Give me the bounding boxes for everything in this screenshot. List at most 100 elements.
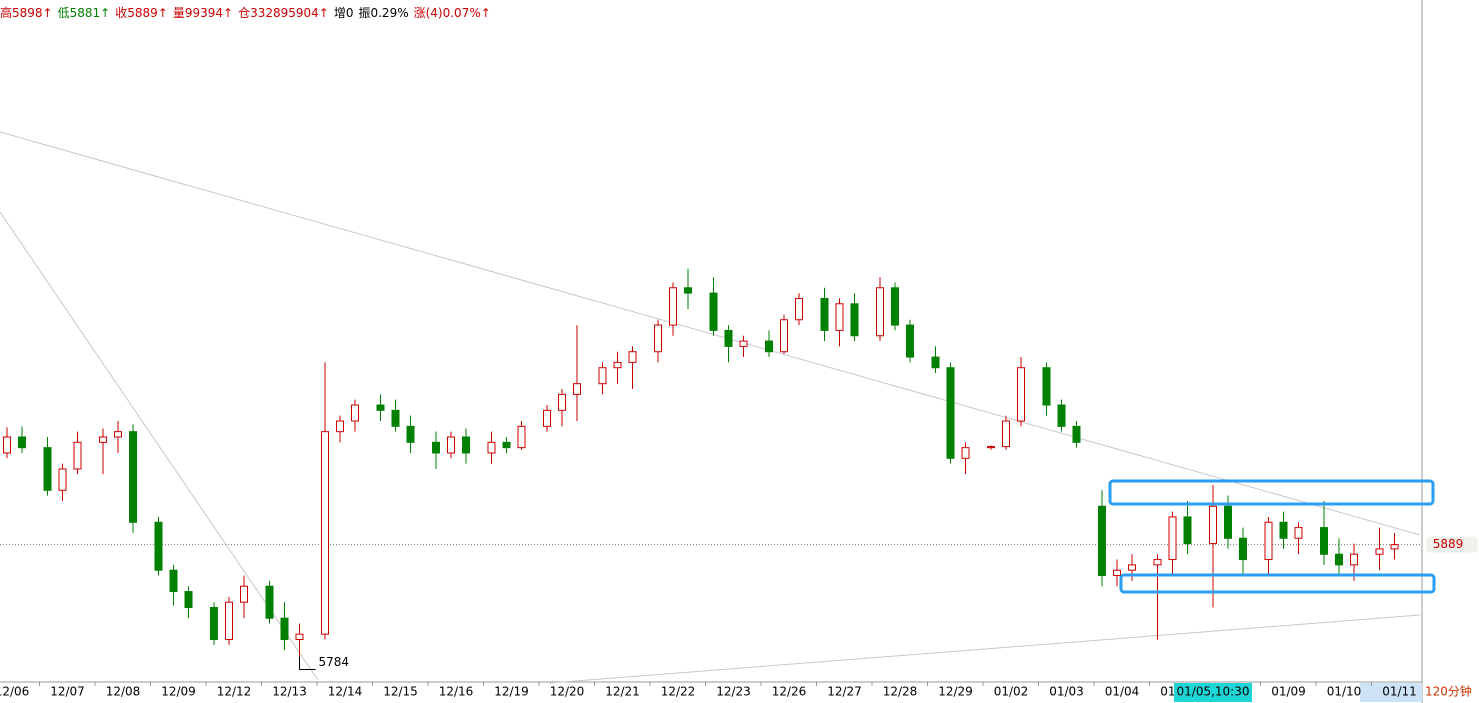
x-tick-label: 12/16 [439,685,474,699]
candle-body [795,297,803,321]
x-tick-label: 01/10 [1327,685,1362,699]
x-tick-label: 01/11 [1382,685,1417,699]
candle-body [73,441,82,470]
candle-body [1350,553,1358,566]
candle-body [558,393,566,411]
candle-body [906,324,914,358]
x-tick-label: 01/03 [1049,685,1084,699]
candle-body [114,431,122,438]
candle-body [613,361,622,369]
candle-body [1224,505,1232,539]
x-tick-label: 12/07 [50,685,85,699]
trend-line [0,211,319,681]
candle-body [669,287,677,326]
header-item: 涨(4)0.07%↑ [414,5,491,20]
header-item: 量99394↑ [173,6,233,20]
low-label: 5784 [319,655,350,669]
x-tick-label: 12/27 [827,685,862,699]
candle-body [517,425,526,449]
x-tick-label: 12/13 [272,685,307,699]
candle-body [3,436,11,454]
candle-body [1153,559,1162,566]
last-price-box [1426,536,1478,553]
candle-body [18,436,26,449]
x-tick-label: 12/19 [494,685,529,699]
candle-body [487,441,496,454]
candle-body [321,431,329,635]
candle-body [1390,544,1399,550]
candle-body [502,441,511,449]
candle-body [1335,553,1343,566]
candle-body [598,367,607,385]
header-item: 振0.29% [358,6,408,20]
candle-body [780,319,788,353]
candle-body [1113,569,1121,577]
candle-body [876,287,884,337]
candle-body [1098,505,1106,577]
header-item: 仓332895904↑ [238,6,329,20]
candle-body [1042,367,1051,406]
candle-body [351,404,359,422]
candle-body [1183,516,1192,545]
x-tick-label: 01/09 [1271,685,1306,699]
candle-body [432,441,440,454]
range-box[interactable] [1119,573,1436,594]
candle-body [1002,420,1010,448]
candle-body [1320,527,1328,555]
candle-body [1128,564,1136,571]
period-label: 120分钟 [1425,684,1472,699]
x-tick-label: 12/06 [0,685,29,699]
candle-body [1017,367,1025,422]
x-tick-label: 12/23 [716,685,751,699]
candle-body [931,356,940,369]
x-tick-label: 12/28 [883,685,918,699]
cursor-box [1174,683,1252,702]
candle-body [654,324,662,353]
x-tick-label: 12/20 [550,685,585,699]
candle-body [684,287,692,294]
candle-body [1168,516,1177,561]
x-tick-label: 12/15 [383,685,418,699]
candle-body [295,633,304,640]
x-tick-label: 12/09 [161,685,196,699]
low-pointer [299,656,316,671]
candle-body [891,287,899,326]
candle-body [1057,404,1066,427]
x-tick-label: 12/26 [772,685,807,699]
candle-body [462,436,470,454]
x-tick-label: 12/12 [217,685,252,699]
candle-body [820,297,829,331]
candle-body [447,436,455,454]
candle-body [391,409,400,427]
candle-body [765,340,773,353]
header: 高5898↑ 低5881↑ 收5889↑ 量99394↑ 仓332895904↑ 增0 振0… [0,5,491,20]
candle-body [946,367,955,459]
candle-body [1072,425,1081,443]
candle-body [1375,548,1384,555]
x-tick-label: 12/08 [106,685,141,699]
range-box[interactable] [1108,479,1435,506]
candle-body [240,585,248,603]
candle-body [987,446,995,449]
plot [0,268,1422,671]
header-item: 高5898↑ [0,5,53,20]
candle-body [184,591,193,609]
candle-body [169,569,178,593]
candle-body [58,468,67,491]
candle-body [280,617,289,640]
last-price-label: 5889 [1433,537,1464,551]
candle-body [1209,505,1217,545]
candle-body [129,431,137,523]
candle-body [43,447,52,491]
candle-body [850,303,859,337]
candle-body [1279,521,1288,539]
candle-body [961,447,970,459]
header-item: 低5881↑ [58,6,111,20]
candle-body [739,340,748,347]
candle-body [376,404,385,411]
candle-body [154,521,163,571]
x-tick-label: 12/14 [328,685,363,699]
candle-body [724,329,733,347]
candle-body [336,420,344,433]
